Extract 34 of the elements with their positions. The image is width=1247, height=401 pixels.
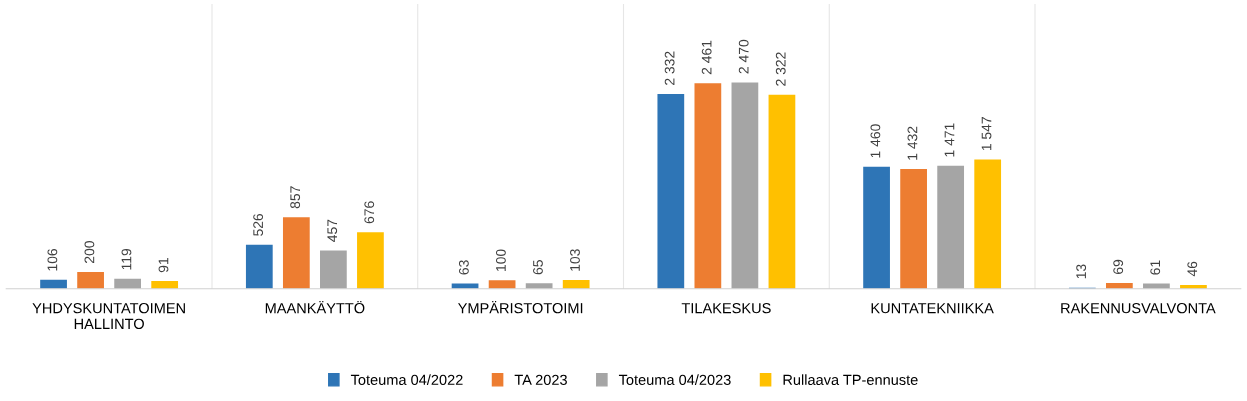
- data-label: 2 332: [664, 51, 675, 85]
- x-tick-label: TILAKESKUS: [681, 302, 771, 314]
- data-label: 1 471: [944, 123, 955, 157]
- data-label: 106: [47, 248, 58, 271]
- data-label: 119: [121, 248, 132, 270]
- data-label: 61: [1150, 260, 1161, 275]
- data-label: 1 460: [870, 124, 881, 158]
- x-tick-label: YMPÄRISTOTOIMI: [458, 300, 583, 314]
- data-label: 46: [1187, 261, 1198, 277]
- data-label: 676: [364, 201, 375, 224]
- data-label: 857: [290, 186, 301, 209]
- data-label: 457: [327, 219, 338, 242]
- x-tick-label: YHDYSKUNTATOIMEN HALLINTO: [32, 302, 185, 330]
- data-label: 63: [458, 260, 469, 275]
- data-label: 200: [84, 241, 95, 263]
- data-label: 2 470: [738, 39, 749, 74]
- data-label: 91: [158, 258, 169, 273]
- data-label: 1 547: [981, 117, 992, 151]
- x-tick-label: RAKENNUSVALVONTA: [1061, 302, 1216, 314]
- data-label: 65: [533, 260, 543, 275]
- x-tick-label: MAANKÄYTTÖ: [265, 300, 365, 314]
- x-tick-label: KUNTATEKNIIKKA: [871, 303, 994, 314]
- data-label: 69: [1113, 259, 1124, 274]
- legend-label: Toteuma 04/2022: [350, 374, 463, 385]
- legend-label: Toteuma 04/2023: [618, 374, 731, 385]
- data-label: 526: [253, 213, 264, 236]
- data-label: 2 461: [701, 40, 712, 75]
- legend-label: Rullaava TP-ennuste: [783, 374, 918, 385]
- data-label: 2 322: [775, 52, 786, 86]
- legend-label: TA 2023: [514, 374, 567, 385]
- data-label: 103: [570, 249, 580, 271]
- data-label: 100: [496, 249, 506, 271]
- data-label: 13: [1076, 264, 1087, 279]
- data-label: 1 432: [907, 126, 918, 160]
